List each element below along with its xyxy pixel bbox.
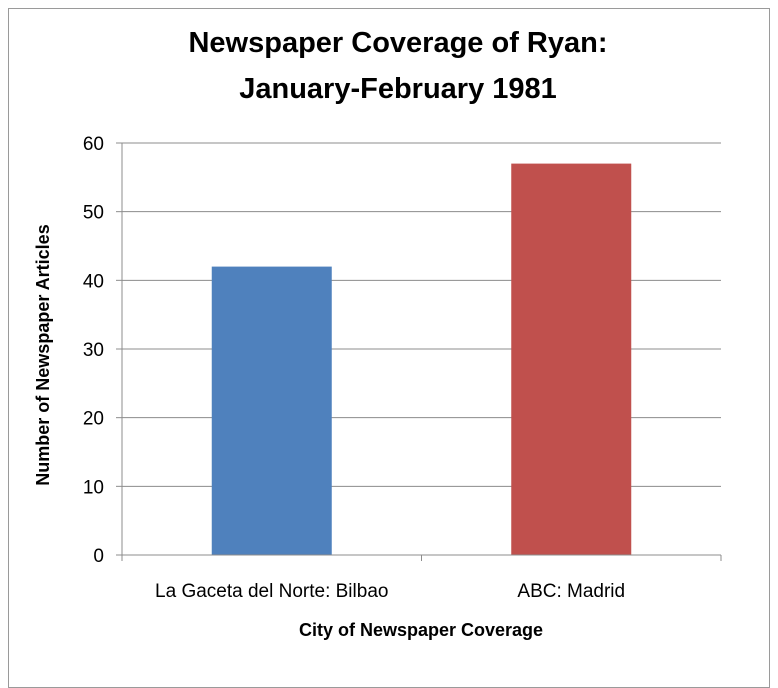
chart-title: Newspaper Coverage of Ryan: — [188, 27, 607, 59]
bar-2 — [511, 164, 631, 555]
x-category-label: ABC: Madrid — [517, 581, 625, 602]
x-category-labels: La Gaceta del Norte: Bilbao ABC: Madrid — [155, 581, 625, 602]
bars — [212, 164, 632, 555]
x-axis-title: City of Newspaper Coverage — [299, 620, 543, 640]
bar-chart: Newspaper Coverage of Ryan: January-Febr… — [0, 0, 778, 649]
y-tick-label: 40 — [83, 271, 104, 292]
y-tick-label: 30 — [83, 340, 104, 361]
y-tick-label: 0 — [93, 546, 104, 567]
y-tick-label: 50 — [83, 203, 104, 224]
bar-1 — [212, 267, 332, 555]
y-axis-title: Number of Newspaper Articles — [33, 224, 53, 485]
y-tick-label: 10 — [83, 477, 104, 498]
chart-subtitle: January-February 1981 — [239, 73, 557, 105]
y-tick-labels: 0 10 20 30 40 50 60 — [83, 134, 104, 567]
x-category-label: La Gaceta del Norte: Bilbao — [155, 581, 388, 602]
y-tick-label: 60 — [83, 134, 104, 155]
y-tick-label: 20 — [83, 409, 104, 430]
